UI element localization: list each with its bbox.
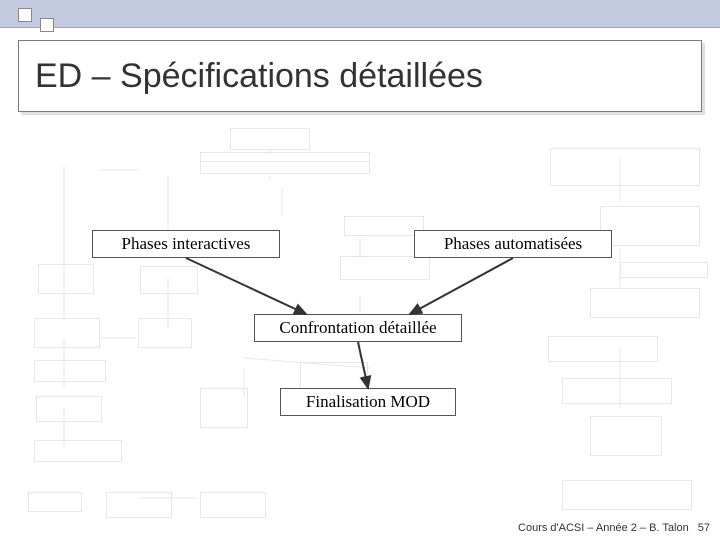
footer-text: Cours d'ACSI – Année 2 – B. Talon xyxy=(518,522,689,534)
box-confrontation: Confrontation détaillée xyxy=(254,314,462,342)
label-phases-interactives: Phases interactives xyxy=(122,234,251,254)
label-finalisation: Finalisation MOD xyxy=(306,392,430,412)
slide-header-bar xyxy=(0,0,720,28)
box-phases-interactives: Phases interactives xyxy=(92,230,280,258)
footer-page-number: 57 xyxy=(698,522,710,534)
label-phases-automatisees: Phases automatisées xyxy=(444,234,582,254)
slide-title: ED – Spécifications détaillées xyxy=(35,57,483,96)
slide-title-frame: ED – Spécifications détaillées xyxy=(18,40,702,112)
header-square-2 xyxy=(40,18,54,32)
box-phases-automatisees: Phases automatisées xyxy=(414,230,612,258)
label-confrontation: Confrontation détaillée xyxy=(279,318,436,338)
box-finalisation: Finalisation MOD xyxy=(280,388,456,416)
header-square-1 xyxy=(18,8,32,22)
slide-footer: Cours d'ACSI – Année 2 – B. Talon 57 xyxy=(518,522,710,534)
